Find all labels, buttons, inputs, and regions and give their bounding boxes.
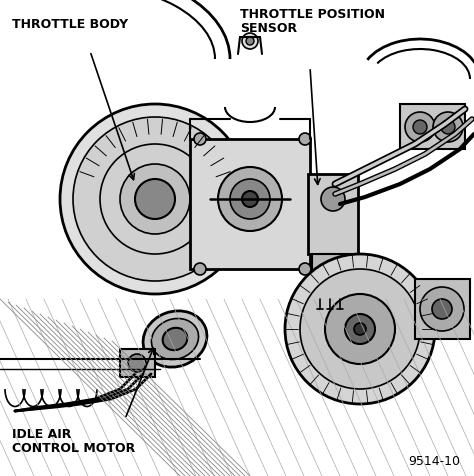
Circle shape [300,269,420,389]
Circle shape [299,134,311,146]
Circle shape [230,179,270,219]
Circle shape [441,121,455,135]
Text: THROTTLE BODY: THROTTLE BODY [12,18,128,31]
Text: 9514-10: 9514-10 [408,454,460,467]
Bar [312,255,350,299]
Circle shape [135,179,175,219]
Circle shape [321,188,345,211]
Circle shape [73,118,237,281]
Circle shape [433,113,463,143]
Ellipse shape [151,319,199,360]
Circle shape [285,255,435,404]
Ellipse shape [143,311,207,367]
Text: IDLE AIR: IDLE AIR [12,427,72,440]
Text: CONTROL MOTOR: CONTROL MOTOR [12,441,135,454]
Ellipse shape [163,328,187,350]
Circle shape [354,323,366,335]
Bar [120,349,155,377]
Circle shape [405,113,435,143]
Circle shape [242,192,258,208]
Circle shape [299,263,311,276]
Circle shape [120,165,190,235]
Circle shape [194,134,206,146]
Text: SENSOR: SENSOR [240,22,297,35]
Bar [415,279,470,339]
Text: THROTTLE POSITION: THROTTLE POSITION [240,8,385,21]
Circle shape [413,121,427,135]
Circle shape [325,294,395,364]
Circle shape [242,34,258,50]
Circle shape [60,105,250,294]
Circle shape [420,288,464,331]
Circle shape [128,354,146,372]
Circle shape [432,299,452,319]
Circle shape [246,38,254,46]
Circle shape [345,314,375,344]
Bar [400,105,465,149]
Bar [308,175,358,255]
Circle shape [194,263,206,276]
Circle shape [218,168,282,231]
Bar [190,140,310,269]
